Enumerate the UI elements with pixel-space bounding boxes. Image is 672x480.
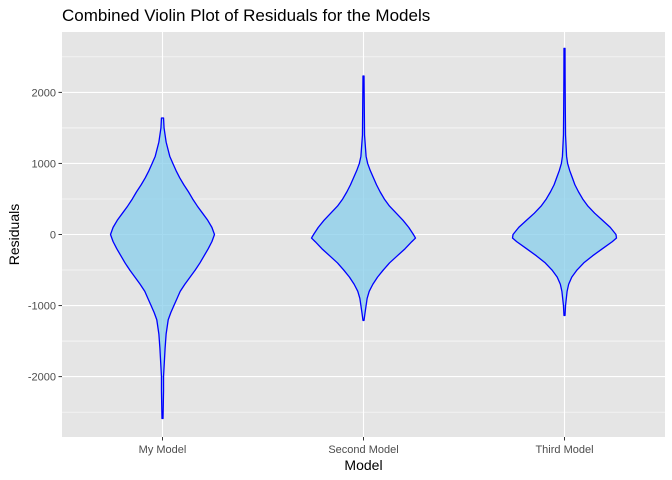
x-axis-title: Model xyxy=(344,457,382,473)
x-tick-label: Second Model xyxy=(328,444,398,456)
y-tick-label: -1000 xyxy=(28,301,56,313)
x-tick-label: Third Model xyxy=(535,444,593,456)
y-tick-label: 0 xyxy=(50,230,56,242)
y-tick-label: 2000 xyxy=(32,87,56,99)
y-axis-ticks: -2000 -1000 0 1000 2000 xyxy=(28,87,62,384)
x-axis-ticks: My Model Second Model Third Model xyxy=(139,437,594,456)
violin-second-model xyxy=(310,75,417,322)
chart-title: Combined Violin Plot of Residuals for th… xyxy=(62,6,430,25)
violins xyxy=(109,47,618,420)
y-tick-label: -2000 xyxy=(28,372,56,384)
x-tick-label: My Model xyxy=(139,444,187,456)
violin-third-model xyxy=(511,47,618,317)
y-tick-label: 1000 xyxy=(32,158,56,170)
y-axis-title: Residuals xyxy=(6,204,22,265)
violin-my-model xyxy=(109,117,216,420)
